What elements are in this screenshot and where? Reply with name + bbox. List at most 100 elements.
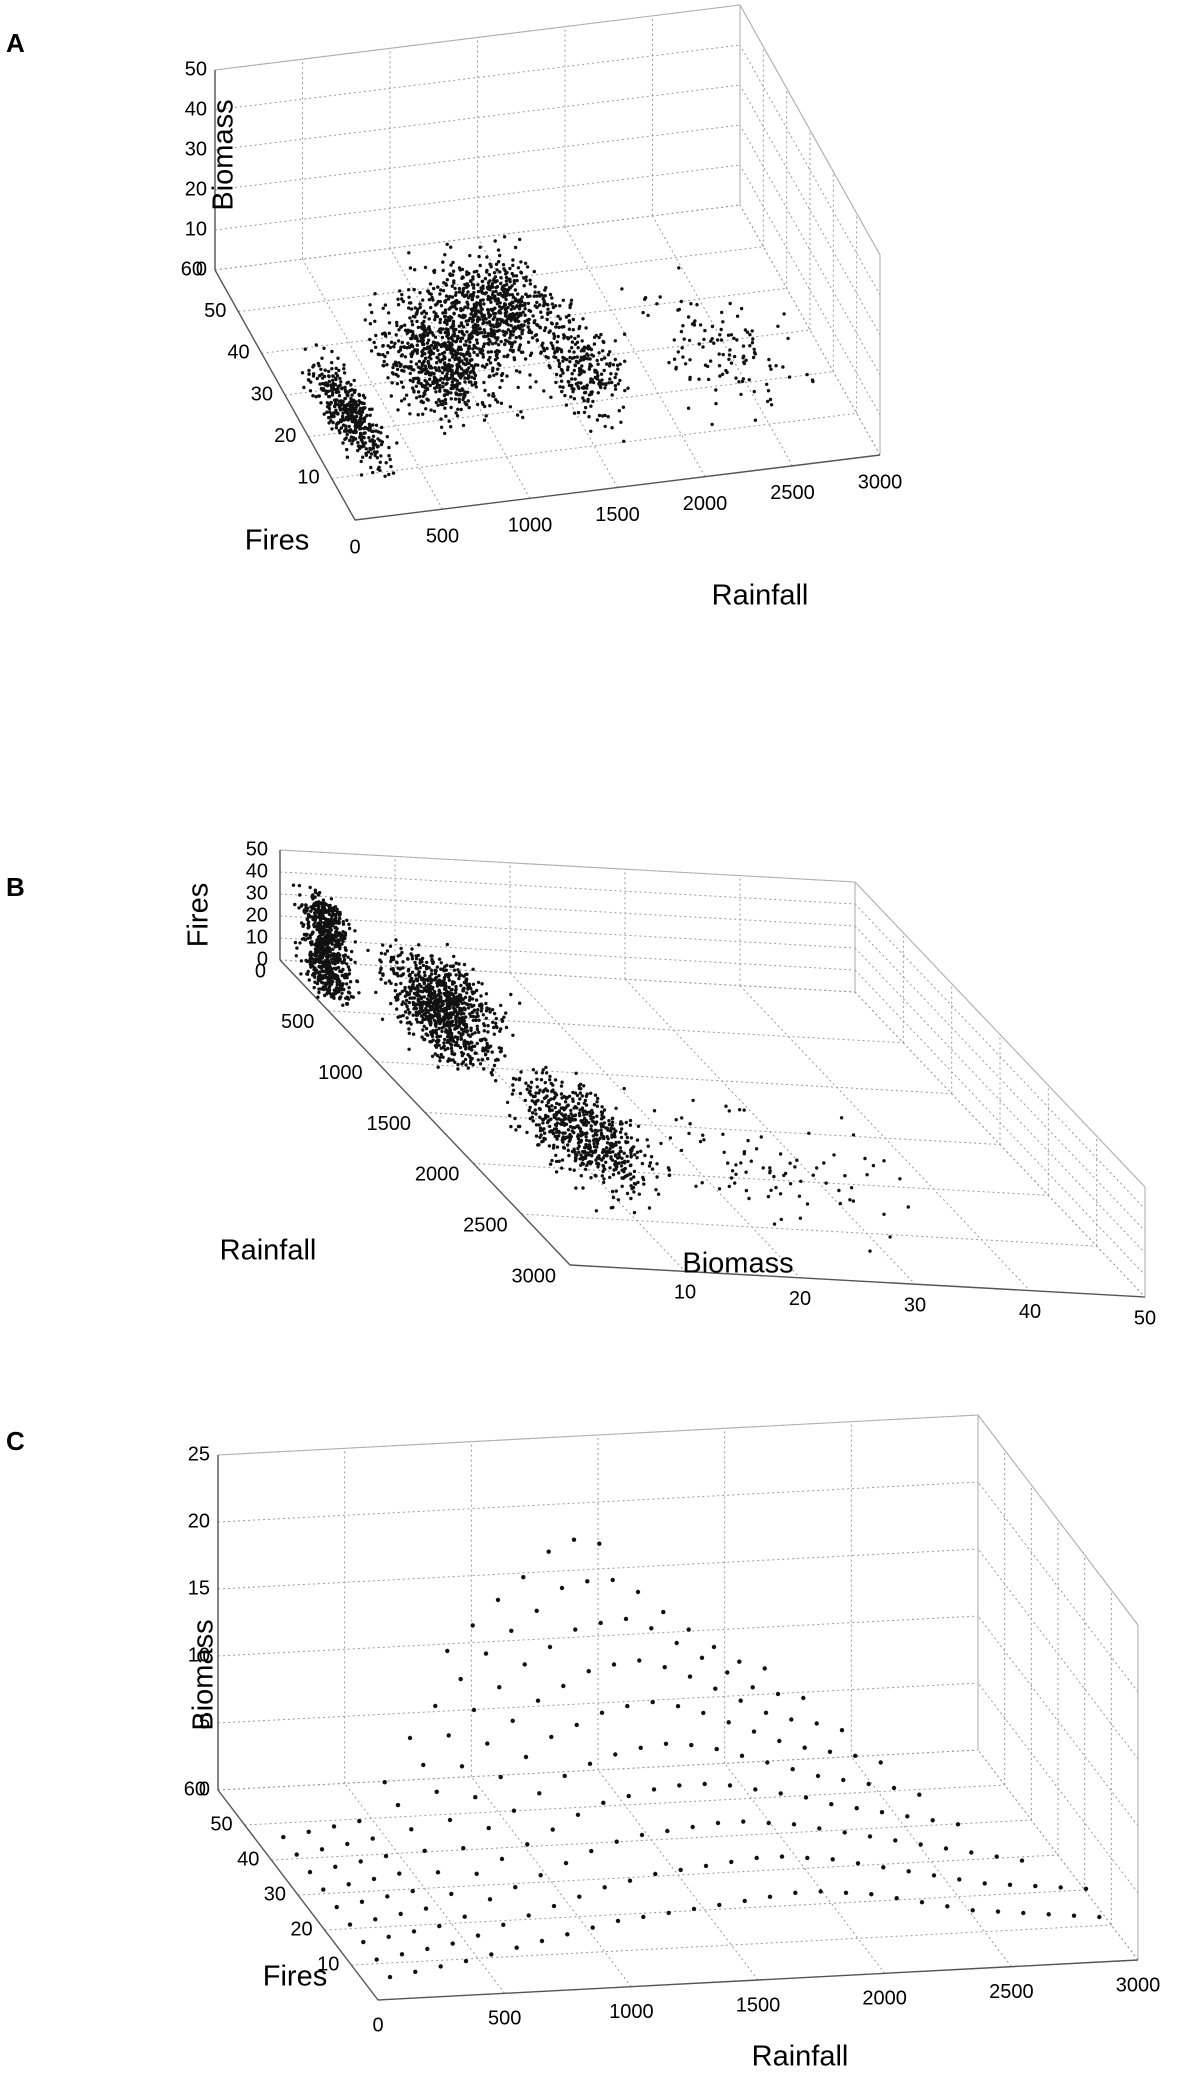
b-data-point <box>472 1003 476 1008</box>
b-data-point <box>420 960 424 964</box>
a-data-point <box>548 292 553 297</box>
a-data-point <box>498 385 502 390</box>
a-data-point <box>495 329 499 333</box>
b-data-point <box>575 1093 580 1098</box>
a-data-point <box>495 321 500 325</box>
b-data-point <box>460 1009 464 1013</box>
a-data-point <box>444 344 448 349</box>
a-data-point <box>365 413 369 418</box>
a-data-point <box>441 260 445 264</box>
b-data-point <box>410 957 415 961</box>
b-data-point <box>583 1109 587 1113</box>
c-data-point <box>371 1876 377 1882</box>
b-rainfall-tick-label: 2000 <box>415 1164 460 1186</box>
a-data-point <box>676 350 680 354</box>
b-data-point <box>511 1076 516 1081</box>
a-data-point <box>407 366 411 370</box>
a-data-point <box>480 364 485 368</box>
a-data-point <box>357 399 361 403</box>
a-data-point <box>344 424 348 428</box>
a-data-point <box>366 450 371 454</box>
a-data-point <box>606 353 611 357</box>
a-data-point <box>344 429 348 433</box>
a-data-point <box>577 373 581 377</box>
b-data-point <box>442 1037 447 1042</box>
a-data-point <box>314 395 318 399</box>
c-data-point <box>523 1754 529 1760</box>
a-data-point <box>544 286 548 290</box>
b-data-point <box>489 1071 493 1075</box>
b-data-point <box>351 995 355 999</box>
b-data-point <box>378 970 382 975</box>
a-data-point <box>565 368 570 372</box>
a-data-point <box>391 372 396 376</box>
a-data-point <box>340 400 344 404</box>
a-data-point <box>491 317 495 321</box>
b-data-point <box>408 974 412 978</box>
a-data-point <box>342 367 346 371</box>
b-grid-line <box>279 915 856 949</box>
a-data-point <box>456 372 460 376</box>
b-data-point <box>607 1119 611 1123</box>
b-data-point <box>541 1068 545 1072</box>
b-data-point <box>320 960 324 964</box>
a-data-point <box>555 340 559 344</box>
a-data-point <box>368 413 372 417</box>
b-data-point <box>319 987 323 991</box>
b-data-point <box>475 1011 479 1015</box>
a-data-point <box>389 464 393 469</box>
a-data-point <box>409 307 414 311</box>
b-data-point <box>449 1046 454 1051</box>
b-data-point <box>436 1009 440 1013</box>
a-data-point <box>453 357 457 362</box>
a-data-point <box>349 396 353 401</box>
c-data-point <box>446 1733 451 1738</box>
b-data-point <box>623 1174 628 1179</box>
b-data-point <box>614 1189 618 1193</box>
b-data-point <box>611 1150 615 1154</box>
b-data-point <box>528 1105 532 1110</box>
b-data-point <box>466 1006 471 1010</box>
b-data-point <box>599 1117 604 1121</box>
b-data-point <box>434 1031 439 1035</box>
c-data-point <box>701 1710 706 1716</box>
b-data-point <box>646 1144 650 1148</box>
c-data-point <box>763 1710 769 1715</box>
b-data-point <box>299 972 303 976</box>
a-data-point <box>370 429 374 433</box>
c-data-point <box>663 1741 669 1746</box>
a-data-point <box>682 337 686 341</box>
a-data-point <box>503 342 507 347</box>
b-data-point <box>611 1195 616 1200</box>
a-data-point <box>423 392 427 396</box>
b-data-point <box>431 1029 435 1033</box>
b-data-point <box>320 950 324 955</box>
b-data-point <box>484 1016 488 1020</box>
b-data-point <box>584 1138 589 1142</box>
b-data-point <box>456 968 460 972</box>
b-data-point <box>417 1003 422 1007</box>
a-data-point <box>399 345 403 349</box>
c-data-point <box>970 1908 975 1913</box>
b-data-point <box>865 1173 869 1177</box>
a-fires-tick-label: 40 <box>227 342 249 364</box>
a-data-point <box>641 310 645 315</box>
b-data-point <box>425 960 429 965</box>
b-data-point <box>688 1122 692 1126</box>
a-data-point <box>589 429 593 433</box>
a-data-point <box>595 358 599 363</box>
a-data-point <box>437 352 441 357</box>
b-data-point <box>613 1162 617 1166</box>
a-data-point <box>530 336 535 340</box>
a-data-point <box>451 273 455 277</box>
b-data-point <box>656 1192 661 1196</box>
b-data-point <box>341 922 346 926</box>
b-data-point <box>424 1032 428 1036</box>
a-data-point <box>572 411 577 415</box>
a-data-point <box>456 362 460 367</box>
a-data-point <box>613 387 618 391</box>
a-data-point <box>326 369 331 374</box>
a-data-point <box>446 318 451 323</box>
b-data-point <box>476 980 481 985</box>
b-data-point <box>313 975 317 979</box>
